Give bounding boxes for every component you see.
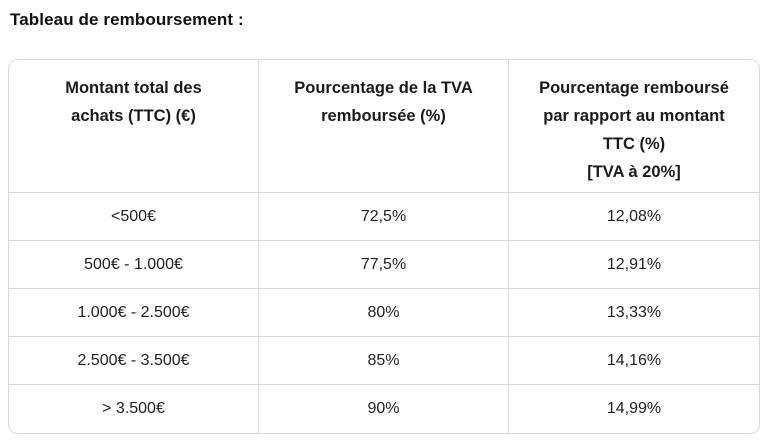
table-row: 500€ - 1.000€ 77,5% 12,91% — [9, 241, 759, 289]
col-header-tva: Pourcentage de la TVA remboursée (%) — [259, 60, 509, 193]
table-row: 1.000€ - 2.500€ 80% 13,33% — [9, 289, 759, 337]
cell-rembourse: 14,16% — [509, 337, 759, 385]
header-line: par rapport au montant — [543, 107, 725, 125]
col-header-rembourse: Pourcentage remboursé par rapport au mon… — [509, 60, 759, 193]
cell-rembourse: 13,33% — [509, 289, 759, 337]
cell-tva: 72,5% — [259, 193, 509, 241]
header-line: [TVA à 20%] — [587, 163, 681, 181]
header-line: achats (TTC) (€) — [71, 107, 196, 125]
cell-tva: 90% — [259, 385, 509, 433]
page-title: Tableau de remboursement : — [10, 10, 244, 29]
cell-rembourse: 12,91% — [509, 241, 759, 289]
cell-rembourse: 14,99% — [509, 385, 759, 433]
cell-montant: 1.000€ - 2.500€ — [9, 289, 259, 337]
cell-montant: 500€ - 1.000€ — [9, 241, 259, 289]
header-line: TTC (%) — [602, 135, 666, 153]
header-line: Montant total des — [65, 79, 202, 97]
cell-rembourse: 12,08% — [509, 193, 759, 241]
cell-montant: <500€ — [9, 193, 259, 241]
cell-tva: 85% — [259, 337, 509, 385]
cell-tva: 77,5% — [259, 241, 509, 289]
header-line: remboursée (%) — [321, 107, 446, 125]
cell-tva: 80% — [259, 289, 509, 337]
refund-table: Montant total des achats (TTC) (€) Pourc… — [8, 59, 760, 434]
cell-montant: 2.500€ - 3.500€ — [9, 337, 259, 385]
header-line: Pourcentage remboursé — [539, 79, 729, 97]
col-header-montant: Montant total des achats (TTC) (€) — [9, 60, 259, 193]
table-row: > 3.500€ 90% 14,99% — [9, 385, 759, 433]
table-row: <500€ 72,5% 12,08% — [9, 193, 759, 241]
header-line: Pourcentage de la TVA — [294, 79, 473, 97]
table-row: 2.500€ - 3.500€ 85% 14,16% — [9, 337, 759, 385]
header-row: Montant total des achats (TTC) (€) Pourc… — [9, 60, 759, 193]
cell-montant: > 3.500€ — [9, 385, 259, 433]
